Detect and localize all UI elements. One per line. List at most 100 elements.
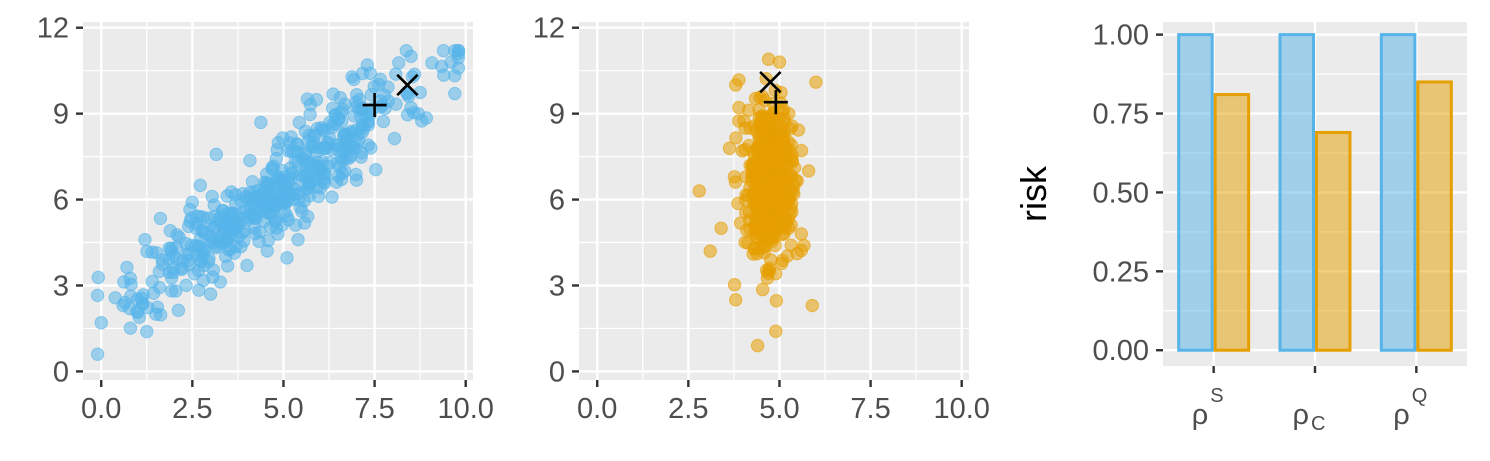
y-tick-label: 3	[549, 270, 565, 302]
data-point	[146, 286, 161, 301]
data-point	[761, 226, 775, 240]
x-tick-label: 10.0	[933, 393, 989, 425]
data-point	[752, 111, 767, 125]
data-point	[722, 141, 737, 155]
data-point	[149, 307, 163, 321]
data-point	[230, 219, 245, 234]
data-point	[291, 192, 306, 207]
bar-panel-risk: 0.00 0.25 0.50 0.75 1.00 ρS ρ C ρQ risk	[1013, 20, 1467, 435]
y-tick-label: 0.50	[1093, 177, 1149, 209]
data-point	[321, 159, 335, 173]
y-tick-label: 0.75	[1093, 99, 1149, 131]
data-point	[387, 131, 402, 146]
x-tick-label: ρS	[1192, 385, 1224, 431]
scatter-panel-middle: 0.0 2.5 5.0 7.5 10.0 0 3 6 9 12	[533, 13, 990, 425]
data-point	[742, 213, 757, 228]
data-point	[124, 277, 138, 292]
data-point	[179, 278, 193, 293]
data-point	[781, 213, 795, 227]
y-tick-label: 0.00	[1093, 335, 1149, 367]
data-point	[392, 56, 406, 70]
data-point	[805, 298, 819, 313]
data-point	[776, 134, 791, 148]
data-point	[349, 123, 364, 137]
data-point	[138, 232, 152, 247]
data-point	[243, 153, 257, 168]
data-point	[404, 49, 418, 64]
data-point	[732, 100, 746, 115]
data-point	[254, 115, 268, 130]
data-point	[729, 78, 743, 92]
data-point	[145, 245, 159, 259]
data-point	[320, 135, 334, 150]
data-point	[325, 190, 339, 204]
data-point	[203, 287, 218, 301]
data-point	[349, 173, 364, 187]
data-point	[206, 263, 221, 277]
data-point	[376, 114, 391, 129]
y-tick-label: 6	[53, 185, 69, 217]
data-point	[331, 169, 346, 183]
data-point	[193, 254, 208, 269]
data-point	[162, 241, 176, 255]
data-point	[756, 129, 770, 144]
data-point	[237, 234, 251, 248]
data-point	[750, 143, 765, 158]
data-point	[748, 91, 763, 106]
data-point	[132, 310, 146, 325]
data-point	[769, 324, 783, 339]
x-tick-label: 0.0	[577, 393, 617, 425]
y-tick-label: 9	[549, 99, 565, 131]
data-point	[306, 135, 321, 150]
bar	[1416, 80, 1453, 352]
data-point	[185, 195, 199, 210]
data-point	[451, 46, 466, 61]
data-point	[747, 242, 761, 256]
data-point	[407, 67, 422, 82]
data-point	[448, 86, 462, 101]
data-point	[180, 247, 195, 262]
data-point	[761, 52, 776, 66]
data-point	[732, 114, 746, 128]
data-point	[123, 321, 138, 335]
data-point	[171, 303, 186, 318]
data-point	[275, 218, 290, 232]
points-layer	[692, 52, 823, 353]
data-point	[336, 129, 351, 144]
x-tick-label: 7.5	[850, 393, 890, 425]
cross-marker	[759, 71, 782, 94]
data-point	[192, 283, 206, 297]
x-tick-label: 2.5	[172, 393, 212, 425]
data-point	[727, 278, 742, 292]
data-point	[436, 43, 451, 58]
data-point	[240, 258, 254, 273]
bar	[1379, 33, 1417, 352]
data-point	[253, 225, 267, 239]
scatter-panel-left: 0.0 2.5 5.0 7.5 10.0 0 3 6 9 12	[37, 13, 494, 425]
data-point	[204, 234, 218, 248]
x-tick-label: 7.5	[354, 393, 394, 425]
data-point	[316, 175, 331, 189]
plus-marker	[763, 90, 788, 115]
y-tick-label: 3	[53, 270, 69, 302]
data-point	[333, 90, 347, 105]
data-point	[344, 149, 358, 163]
data-point	[294, 178, 309, 192]
data-point	[188, 239, 202, 253]
data-point	[772, 117, 787, 131]
y-axis-title: risk	[1013, 165, 1054, 222]
data-point	[90, 347, 105, 361]
y-tick-label: 0	[53, 356, 69, 388]
x-tick-label: 2.5	[668, 393, 708, 425]
data-point	[761, 152, 775, 166]
data-point	[262, 199, 276, 214]
data-point	[369, 162, 383, 177]
data-point	[809, 75, 823, 89]
data-point	[164, 271, 179, 285]
data-point	[728, 175, 743, 189]
data-point	[297, 216, 312, 230]
y-tick-label: 12	[533, 13, 565, 45]
data-point	[360, 58, 374, 72]
bar	[1315, 130, 1352, 352]
